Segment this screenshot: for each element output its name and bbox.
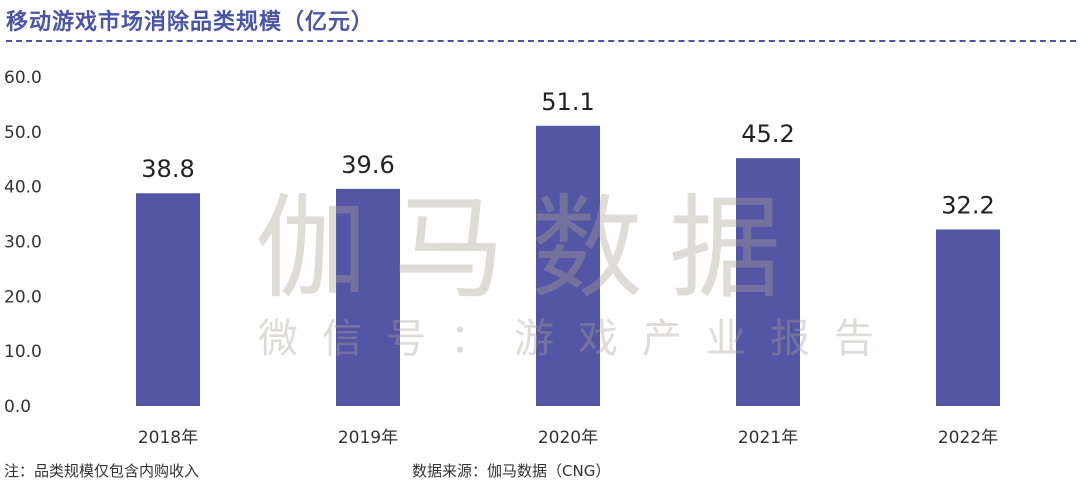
x-category-label: 2018年 [138,428,198,448]
x-category-label: 2022年 [938,428,998,448]
bars: 38.8 39.6 51.1 45.2 32.2 [136,88,1000,406]
y-tick-label: 60.0 [4,68,42,88]
y-tick-label: 30.0 [4,233,42,253]
bar-2019年 [336,188,400,406]
y-tick-label: 0.0 [4,397,31,417]
bar-2022年 [936,229,1000,406]
y-axis: 0.0 10.0 20.0 30.0 40.0 50.0 60.0 [4,68,42,417]
bar-value-label: 45.2 [741,120,794,148]
bar-value-label: 51.1 [541,88,594,116]
y-tick-label: 50.0 [4,123,42,143]
footnote: 注：品类规模仅包含内购收入 [4,462,200,480]
x-category-label: 2021年 [738,428,798,448]
bar-2018年 [136,193,200,406]
x-category-label: 2019年 [338,428,398,448]
x-axis: 2018年 2019年 2020年 2021年 2022年 [138,428,998,448]
data-source: 数据来源：伽马数据（CNG） [412,462,611,480]
title-divider [6,40,1076,42]
bar-value-label: 39.6 [341,151,394,179]
bar-2021年 [736,158,800,406]
y-tick-label: 20.0 [4,287,42,307]
bar-value-label: 38.8 [141,155,194,183]
y-tick-label: 40.0 [4,178,42,198]
bar-value-label: 32.2 [941,191,994,219]
x-category-label: 2020年 [538,428,598,448]
chart-title: 移动游戏市场消除品类规模（亿元） [6,10,375,35]
y-tick-label: 10.0 [4,342,42,362]
bar-2020年 [536,125,600,406]
